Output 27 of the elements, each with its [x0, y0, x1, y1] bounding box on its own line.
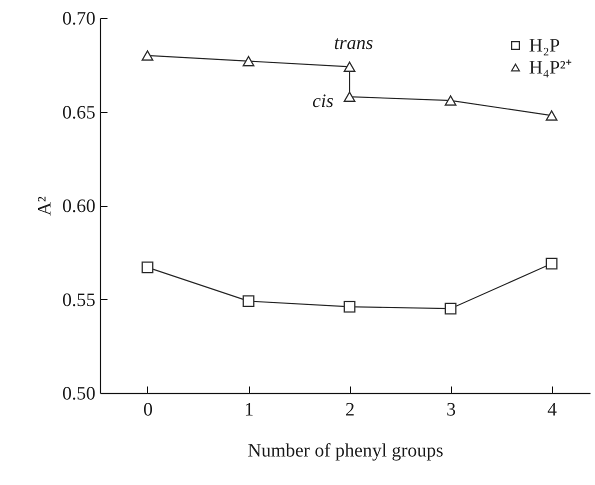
x-tick-label: 4 — [547, 400, 558, 420]
y-tick-label: 0.70 — [62, 8, 96, 30]
y-tick-label: 0.50 — [62, 384, 96, 404]
legend-label: H₂P — [529, 36, 560, 56]
point — [444, 302, 456, 315]
legend-label: H₄P²⁺ — [529, 58, 572, 78]
point — [142, 50, 154, 61]
point — [344, 92, 356, 102]
point — [242, 56, 254, 66]
y-tick-label: 0.65 — [62, 102, 96, 124]
y-tick-label: 0.60 — [62, 196, 96, 217]
x-tick-label: 2 — [345, 400, 355, 420]
annotation: cis — [312, 90, 334, 112]
x-tick-label: 0 — [143, 400, 153, 420]
x-tick-label: 1 — [244, 400, 254, 420]
annotation: trans — [334, 32, 374, 54]
y-axis-title: A² — [34, 196, 56, 216]
point — [142, 261, 154, 274]
point — [344, 300, 356, 313]
point — [344, 62, 356, 72]
point — [444, 95, 456, 106]
point — [546, 110, 558, 121]
point — [546, 258, 558, 270]
point — [242, 295, 254, 308]
y-tick-label: 0.55 — [62, 290, 96, 311]
x-axis-title: Number of phenyl groups — [248, 440, 444, 462]
x-tick-label: 3 — [446, 400, 456, 420]
